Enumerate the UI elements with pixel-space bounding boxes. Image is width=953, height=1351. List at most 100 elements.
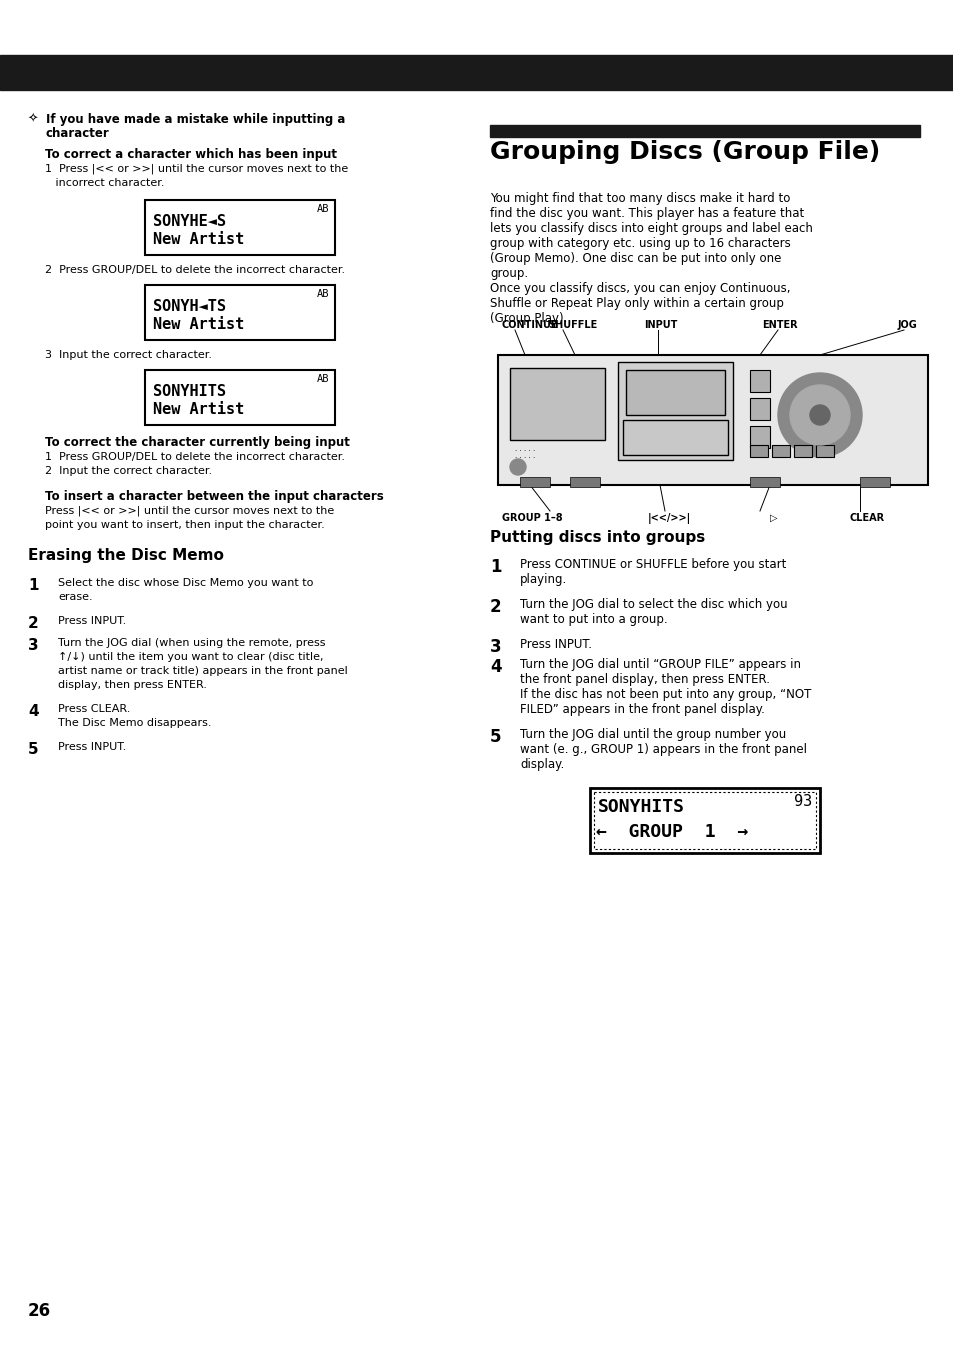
Text: group with category etc. using up to 16 characters: group with category etc. using up to 16 … [490, 236, 790, 250]
Bar [589, 788, 820, 852]
Text: GROUP 1–8: GROUP 1–8 [501, 513, 562, 523]
Text: Storing Information About CDs (Custom Files): Storing Information About CDs (Custom Fi… [28, 65, 406, 80]
Text: 2: 2 [490, 598, 501, 616]
Bar [771, 444, 789, 457]
Text: New Artist: New Artist [152, 317, 244, 332]
Text: point you want to insert, then input the character.: point you want to insert, then input the… [45, 520, 324, 530]
Text: JOG: JOG [897, 320, 917, 330]
Text: You might find that too many discs make it hard to: You might find that too many discs make … [490, 192, 789, 205]
Text: 1: 1 [490, 558, 501, 576]
Bar [490, 126, 919, 136]
Text: 1: 1 [28, 578, 38, 593]
Text: (Group Play).: (Group Play). [490, 312, 567, 326]
Text: artist name or track title) appears in the front panel: artist name or track title) appears in t… [58, 666, 348, 676]
Text: ENTER: ENTER [761, 320, 797, 330]
Text: Erasing the Disc Memo: Erasing the Disc Memo [28, 549, 224, 563]
Circle shape [510, 459, 525, 476]
Bar [519, 477, 550, 486]
Text: AB: AB [316, 204, 329, 213]
Text: CLEAR: CLEAR [849, 513, 884, 523]
Text: 4: 4 [490, 658, 501, 676]
Text: Turn the JOG dial to select the disc which you: Turn the JOG dial to select the disc whi… [519, 598, 787, 611]
Bar [749, 444, 767, 457]
Text: the front panel display, then press ENTER.: the front panel display, then press ENTE… [519, 673, 769, 686]
Text: Turn the JOG dial until “GROUP FILE” appears in: Turn the JOG dial until “GROUP FILE” app… [519, 658, 801, 671]
Text: INPUT: INPUT [643, 320, 677, 330]
Text: To insert a character between the input characters: To insert a character between the input … [45, 490, 383, 503]
Text: AB: AB [316, 289, 329, 299]
Text: Once you classify discs, you can enjoy Continuous,: Once you classify discs, you can enjoy C… [490, 282, 790, 295]
Bar [510, 367, 604, 440]
Text: AB: AB [316, 374, 329, 384]
Text: Shuffle or Repeat Play only within a certain group: Shuffle or Repeat Play only within a cer… [490, 297, 783, 309]
Text: ▷: ▷ [769, 513, 777, 523]
Text: SONYHITS: SONYHITS [152, 384, 226, 399]
Text: display.: display. [519, 758, 563, 771]
Text: 93: 93 [793, 794, 811, 809]
Text: To correct the character currently being input: To correct the character currently being… [45, 436, 350, 449]
Bar [622, 420, 727, 455]
Bar [145, 370, 335, 426]
Circle shape [778, 373, 862, 457]
Text: 1  Press |<< or >>| until the cursor moves next to the: 1 Press |<< or >>| until the cursor move… [45, 163, 348, 174]
Text: incorrect character.: incorrect character. [45, 178, 164, 188]
Text: 3  Input the correct character.: 3 Input the correct character. [45, 350, 212, 359]
Text: FILED” appears in the front panel display.: FILED” appears in the front panel displa… [519, 703, 764, 716]
Bar [594, 792, 815, 848]
Text: SONYH◄TS: SONYH◄TS [152, 299, 226, 313]
Text: ←  GROUP  1  →: ← GROUP 1 → [596, 823, 747, 842]
Text: 26: 26 [28, 1302, 51, 1320]
Text: Select the disc whose Disc Memo you want to: Select the disc whose Disc Memo you want… [58, 578, 313, 588]
Text: Turn the JOG dial (when using the remote, press: Turn the JOG dial (when using the remote… [58, 638, 325, 648]
Bar [625, 370, 724, 415]
Circle shape [809, 405, 829, 426]
Text: New Artist: New Artist [152, 403, 244, 417]
Text: want (e. g., GROUP 1) appears in the front panel: want (e. g., GROUP 1) appears in the fro… [519, 743, 806, 757]
Text: display, then press ENTER.: display, then press ENTER. [58, 680, 207, 690]
Text: SHUFFLE: SHUFFLE [547, 320, 597, 330]
Text: want to put into a group.: want to put into a group. [519, 613, 667, 626]
Text: Press INPUT.: Press INPUT. [519, 638, 592, 651]
Bar [0, 55, 953, 91]
Text: ✧: ✧ [28, 113, 38, 126]
Text: If you have made a mistake while inputting a: If you have made a mistake while inputti… [46, 113, 345, 126]
Text: 3: 3 [490, 638, 501, 657]
Text: character: character [46, 127, 110, 141]
Text: If the disc has not been put into any group, “NOT: If the disc has not been put into any gr… [519, 688, 810, 701]
Bar [749, 426, 769, 449]
Text: The Disc Memo disappears.: The Disc Memo disappears. [58, 717, 212, 728]
Text: 1  Press GROUP/DEL to delete the incorrect character.: 1 Press GROUP/DEL to delete the incorrec… [45, 453, 345, 462]
Text: 4: 4 [28, 704, 38, 719]
Text: 5: 5 [490, 728, 501, 746]
Bar [815, 444, 833, 457]
Text: 3: 3 [28, 638, 38, 653]
Bar [618, 362, 732, 459]
Text: Grouping Discs (Group File): Grouping Discs (Group File) [490, 141, 880, 163]
Text: SONYHITS: SONYHITS [598, 798, 684, 816]
Text: To correct a character which has been input: To correct a character which has been in… [45, 149, 336, 161]
Text: |<</>>|: |<</>>| [647, 513, 691, 524]
Text: · · · · ·: · · · · · [515, 455, 535, 461]
Bar [145, 285, 335, 340]
Text: playing.: playing. [519, 573, 567, 586]
Text: Press |<< or >>| until the cursor moves next to the: Press |<< or >>| until the cursor moves … [45, 507, 334, 516]
Text: 2  Press GROUP/DEL to delete the incorrect character.: 2 Press GROUP/DEL to delete the incorrec… [45, 265, 345, 276]
Text: (Group Memo). One disc can be put into only one: (Group Memo). One disc can be put into o… [490, 253, 781, 265]
Bar [569, 477, 599, 486]
Text: 2: 2 [28, 616, 39, 631]
Text: find the disc you want. This player has a feature that: find the disc you want. This player has … [490, 207, 803, 220]
Text: lets you classify discs into eight groups and label each: lets you classify discs into eight group… [490, 222, 812, 235]
Bar [749, 477, 780, 486]
Bar [749, 399, 769, 420]
Text: Press CONTINUE or SHUFFLE before you start: Press CONTINUE or SHUFFLE before you sta… [519, 558, 785, 571]
Text: erase.: erase. [58, 592, 92, 603]
Text: ↑/↓) until the item you want to clear (disc title,: ↑/↓) until the item you want to clear (d… [58, 653, 323, 662]
Bar [497, 355, 927, 485]
Text: SONYHE◄S: SONYHE◄S [152, 213, 226, 230]
Circle shape [789, 385, 849, 444]
Text: CONTINUE: CONTINUE [501, 320, 558, 330]
Text: Press INPUT.: Press INPUT. [58, 742, 126, 753]
Text: · · · · ·: · · · · · [515, 449, 535, 454]
Text: Putting discs into groups: Putting discs into groups [490, 530, 704, 544]
Bar [145, 200, 335, 255]
